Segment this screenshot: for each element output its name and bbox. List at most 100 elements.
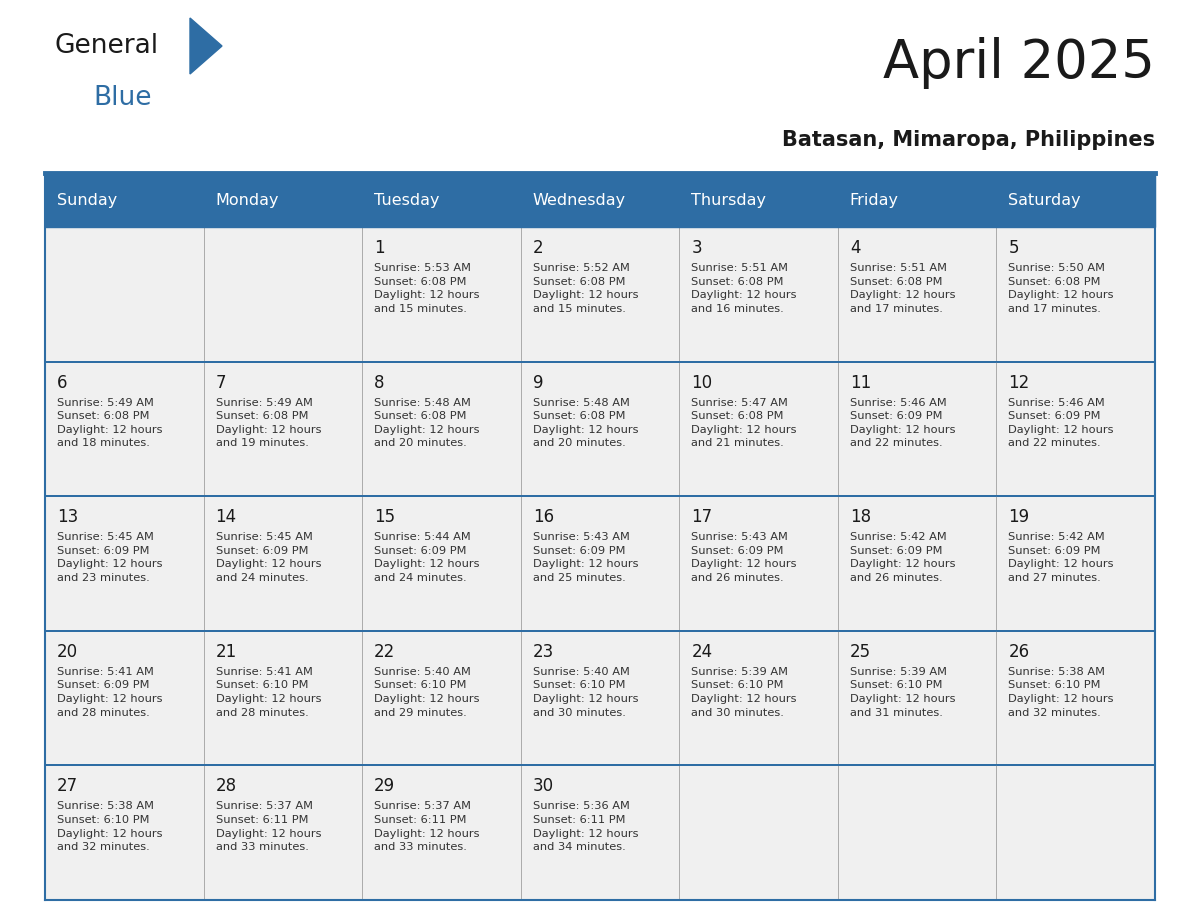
Bar [838,227,997,362]
Bar [520,175,680,227]
Text: 15: 15 [374,509,396,526]
Text: 27: 27 [57,778,78,795]
Bar [203,766,362,900]
Bar [203,497,362,631]
Bar [838,175,997,227]
Text: Sunrise: 5:42 AM
Sunset: 6:09 PM
Daylight: 12 hours
and 26 minutes.: Sunrise: 5:42 AM Sunset: 6:09 PM Dayligh… [849,532,955,583]
Bar [838,497,997,631]
Bar [203,175,362,227]
Bar [838,362,997,497]
Text: 9: 9 [532,374,543,392]
Text: Sunrise: 5:41 AM
Sunset: 6:10 PM
Daylight: 12 hours
and 28 minutes.: Sunrise: 5:41 AM Sunset: 6:10 PM Dayligh… [215,666,321,718]
Text: 24: 24 [691,643,713,661]
Text: Sunrise: 5:51 AM
Sunset: 6:08 PM
Daylight: 12 hours
and 17 minutes.: Sunrise: 5:51 AM Sunset: 6:08 PM Dayligh… [849,263,955,314]
Text: Sunrise: 5:38 AM
Sunset: 6:10 PM
Daylight: 12 hours
and 32 minutes.: Sunrise: 5:38 AM Sunset: 6:10 PM Dayligh… [1009,666,1114,718]
Text: 4: 4 [849,239,860,257]
Bar [680,175,838,227]
Text: General: General [55,33,159,59]
Bar [203,227,362,362]
Bar [997,497,1155,631]
Text: Tuesday: Tuesday [374,194,440,208]
Bar [680,362,838,497]
Text: Sunrise: 5:48 AM
Sunset: 6:08 PM
Daylight: 12 hours
and 20 minutes.: Sunrise: 5:48 AM Sunset: 6:08 PM Dayligh… [374,397,480,448]
Text: April 2025: April 2025 [883,37,1155,89]
Text: Sunrise: 5:41 AM
Sunset: 6:09 PM
Daylight: 12 hours
and 28 minutes.: Sunrise: 5:41 AM Sunset: 6:09 PM Dayligh… [57,666,163,718]
Text: 14: 14 [215,509,236,526]
Text: Sunday: Sunday [57,194,118,208]
Text: Sunrise: 5:43 AM
Sunset: 6:09 PM
Daylight: 12 hours
and 26 minutes.: Sunrise: 5:43 AM Sunset: 6:09 PM Dayligh… [691,532,797,583]
Text: 19: 19 [1009,509,1030,526]
Text: 26: 26 [1009,643,1030,661]
Bar [45,227,203,362]
Text: Sunrise: 5:46 AM
Sunset: 6:09 PM
Daylight: 12 hours
and 22 minutes.: Sunrise: 5:46 AM Sunset: 6:09 PM Dayligh… [1009,397,1114,448]
Text: 16: 16 [532,509,554,526]
Text: Blue: Blue [93,85,152,111]
Bar [680,227,838,362]
Bar [997,766,1155,900]
Text: Sunrise: 5:36 AM
Sunset: 6:11 PM
Daylight: 12 hours
and 34 minutes.: Sunrise: 5:36 AM Sunset: 6:11 PM Dayligh… [532,801,638,852]
Bar [838,766,997,900]
Text: Batasan, Mimaropa, Philippines: Batasan, Mimaropa, Philippines [782,130,1155,150]
Bar [680,497,838,631]
Text: Thursday: Thursday [691,194,766,208]
Text: Sunrise: 5:43 AM
Sunset: 6:09 PM
Daylight: 12 hours
and 25 minutes.: Sunrise: 5:43 AM Sunset: 6:09 PM Dayligh… [532,532,638,583]
Text: Sunrise: 5:42 AM
Sunset: 6:09 PM
Daylight: 12 hours
and 27 minutes.: Sunrise: 5:42 AM Sunset: 6:09 PM Dayligh… [1009,532,1114,583]
Text: Sunrise: 5:47 AM
Sunset: 6:08 PM
Daylight: 12 hours
and 21 minutes.: Sunrise: 5:47 AM Sunset: 6:08 PM Dayligh… [691,397,797,448]
Bar [45,175,1155,227]
Bar [362,362,520,497]
Text: Sunrise: 5:44 AM
Sunset: 6:09 PM
Daylight: 12 hours
and 24 minutes.: Sunrise: 5:44 AM Sunset: 6:09 PM Dayligh… [374,532,480,583]
Bar [520,227,680,362]
Text: 5: 5 [1009,239,1019,257]
Text: Sunrise: 5:48 AM
Sunset: 6:08 PM
Daylight: 12 hours
and 20 minutes.: Sunrise: 5:48 AM Sunset: 6:08 PM Dayligh… [532,397,638,448]
Text: Monday: Monday [215,194,279,208]
Bar [520,497,680,631]
Text: Sunrise: 5:49 AM
Sunset: 6:08 PM
Daylight: 12 hours
and 19 minutes.: Sunrise: 5:49 AM Sunset: 6:08 PM Dayligh… [215,397,321,448]
Bar [362,227,520,362]
Text: Sunrise: 5:52 AM
Sunset: 6:08 PM
Daylight: 12 hours
and 15 minutes.: Sunrise: 5:52 AM Sunset: 6:08 PM Dayligh… [532,263,638,314]
Bar [45,362,203,497]
Bar [680,766,838,900]
Bar [45,766,203,900]
Text: 20: 20 [57,643,78,661]
Text: 22: 22 [374,643,396,661]
Text: Sunrise: 5:39 AM
Sunset: 6:10 PM
Daylight: 12 hours
and 30 minutes.: Sunrise: 5:39 AM Sunset: 6:10 PM Dayligh… [691,666,797,718]
Text: 7: 7 [215,374,226,392]
Text: 17: 17 [691,509,713,526]
Text: 10: 10 [691,374,713,392]
Text: Sunrise: 5:37 AM
Sunset: 6:11 PM
Daylight: 12 hours
and 33 minutes.: Sunrise: 5:37 AM Sunset: 6:11 PM Dayligh… [215,801,321,852]
Text: 3: 3 [691,239,702,257]
Text: 1: 1 [374,239,385,257]
Text: Sunrise: 5:50 AM
Sunset: 6:08 PM
Daylight: 12 hours
and 17 minutes.: Sunrise: 5:50 AM Sunset: 6:08 PM Dayligh… [1009,263,1114,314]
Bar [45,175,203,227]
Text: 2: 2 [532,239,543,257]
Bar [997,227,1155,362]
Bar [997,175,1155,227]
Text: Friday: Friday [849,194,899,208]
Text: 23: 23 [532,643,554,661]
Text: 28: 28 [215,778,236,795]
Bar [362,497,520,631]
Text: Saturday: Saturday [1009,194,1081,208]
Polygon shape [190,18,222,74]
Text: Sunrise: 5:46 AM
Sunset: 6:09 PM
Daylight: 12 hours
and 22 minutes.: Sunrise: 5:46 AM Sunset: 6:09 PM Dayligh… [849,397,955,448]
Text: Sunrise: 5:53 AM
Sunset: 6:08 PM
Daylight: 12 hours
and 15 minutes.: Sunrise: 5:53 AM Sunset: 6:08 PM Dayligh… [374,263,480,314]
Text: 30: 30 [532,778,554,795]
Text: Sunrise: 5:45 AM
Sunset: 6:09 PM
Daylight: 12 hours
and 24 minutes.: Sunrise: 5:45 AM Sunset: 6:09 PM Dayligh… [215,532,321,583]
Text: Sunrise: 5:51 AM
Sunset: 6:08 PM
Daylight: 12 hours
and 16 minutes.: Sunrise: 5:51 AM Sunset: 6:08 PM Dayligh… [691,263,797,314]
Bar [203,631,362,766]
Text: 12: 12 [1009,374,1030,392]
Text: Sunrise: 5:39 AM
Sunset: 6:10 PM
Daylight: 12 hours
and 31 minutes.: Sunrise: 5:39 AM Sunset: 6:10 PM Dayligh… [849,666,955,718]
Text: 13: 13 [57,509,78,526]
Bar [520,631,680,766]
Text: 11: 11 [849,374,871,392]
Bar [362,766,520,900]
Text: Sunrise: 5:37 AM
Sunset: 6:11 PM
Daylight: 12 hours
and 33 minutes.: Sunrise: 5:37 AM Sunset: 6:11 PM Dayligh… [374,801,480,852]
Text: 25: 25 [849,643,871,661]
Bar [520,766,680,900]
Text: 18: 18 [849,509,871,526]
Bar [45,497,203,631]
Text: Wednesday: Wednesday [532,194,626,208]
Bar [362,175,520,227]
Bar [203,362,362,497]
Bar [362,631,520,766]
